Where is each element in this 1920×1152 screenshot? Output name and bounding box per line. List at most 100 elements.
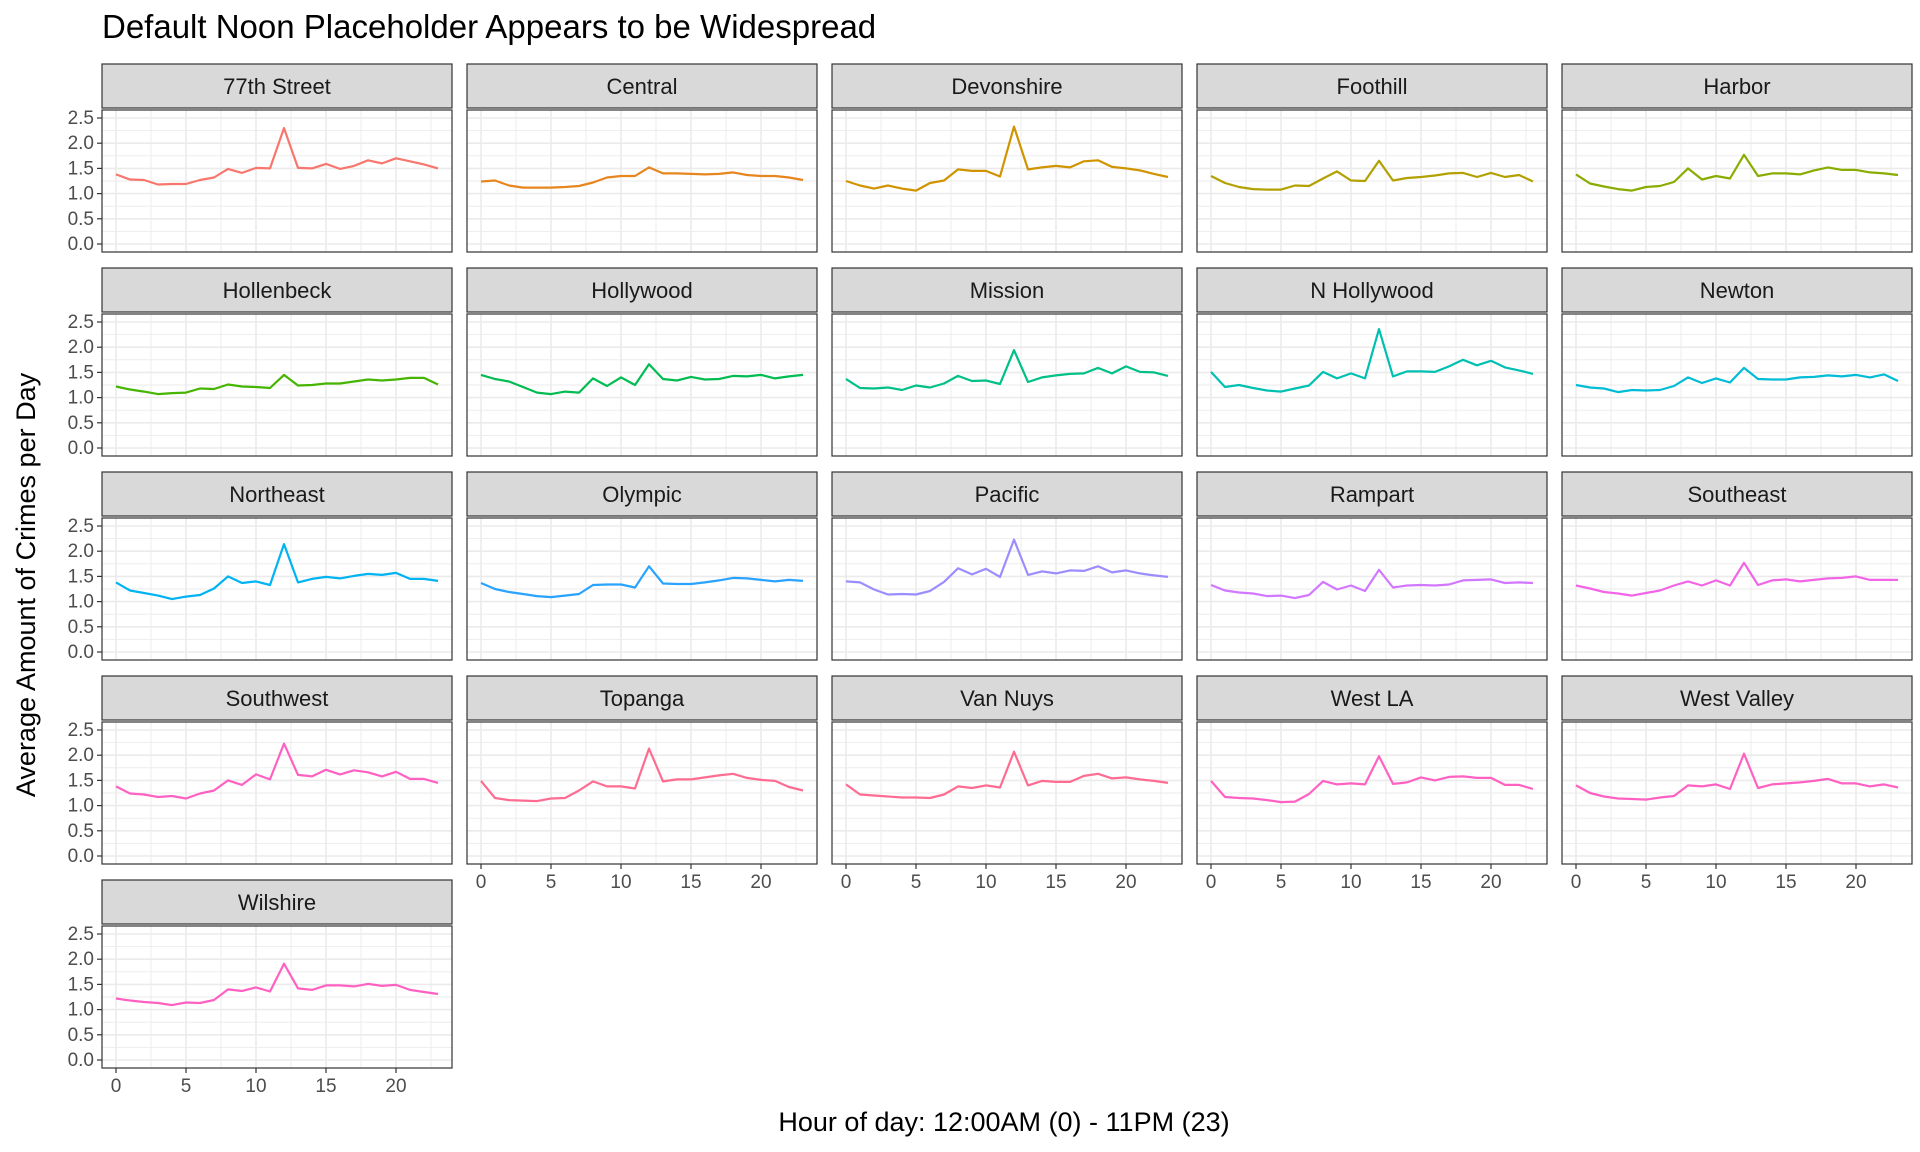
facet-strip <box>101 267 453 313</box>
series-line <box>115 373 439 396</box>
series-line <box>1210 568 1534 600</box>
x-tick-label: 20 <box>385 1076 406 1097</box>
facet-strip-label: Devonshire <box>951 74 1062 99</box>
x-tick-label: 10 <box>975 872 996 893</box>
facet-plot-border <box>1561 313 1913 457</box>
facet-plot-border <box>1196 517 1548 661</box>
facet-panels: 77th Street 0.0 0.5 1.0 1.5 2.0 2.5 Central Devo… <box>68 63 1913 1097</box>
series-line <box>115 127 439 186</box>
facet-strip <box>1561 675 1913 721</box>
facet-strip <box>101 63 453 109</box>
series-line <box>845 349 1169 392</box>
facet-strip <box>831 63 1183 109</box>
facet-panel: Harbor <box>1561 63 1913 253</box>
x-tick-label: 20 <box>750 872 771 893</box>
series-line <box>1210 159 1534 191</box>
facet-panel: Rampart <box>1196 471 1548 661</box>
y-tick-label: 2.0 <box>68 337 94 358</box>
facet-strip <box>101 675 453 721</box>
facet-panel: Northeast 0.0 0.5 1.0 1.5 2.0 2.5 <box>68 471 453 663</box>
y-tick-label: 2.0 <box>68 133 94 154</box>
y-tick-label: 0.5 <box>68 209 94 230</box>
series-line <box>845 125 1169 192</box>
y-tick-label: 2.5 <box>68 720 94 741</box>
x-tick-label: 0 <box>841 872 852 893</box>
x-tick-label: 0 <box>111 1076 122 1097</box>
facet-strip <box>1561 471 1913 517</box>
facet-strip <box>1561 267 1913 313</box>
facet-strip <box>101 471 453 517</box>
facet-strip <box>101 879 453 925</box>
facet-plot-border <box>466 313 818 457</box>
y-axis-label: Average Amount of Crimes per Day <box>11 372 41 797</box>
y-tick-label: 2.0 <box>68 745 94 766</box>
facet-strip-label: Hollywood <box>591 278 693 303</box>
facet-plot-border <box>101 313 453 457</box>
series-line <box>1575 561 1898 597</box>
facet-panel: Southeast <box>1561 471 1913 661</box>
series-line <box>115 962 439 1007</box>
x-tick-label: 15 <box>315 1076 336 1097</box>
y-tick-label: 0.0 <box>68 1050 94 1071</box>
facet-panel: West LA 0 5 10 15 20 <box>1196 675 1548 893</box>
y-tick-label: 2.5 <box>68 108 94 129</box>
facet-strip-label: Northeast <box>229 482 324 507</box>
facet-strip-label: Central <box>607 74 678 99</box>
facet-strip-label: Southeast <box>1687 482 1786 507</box>
facet-strip <box>1196 675 1548 721</box>
series-line <box>1575 752 1899 801</box>
y-tick-label: 2.5 <box>68 516 94 537</box>
facet-panel: Olympic <box>466 471 818 661</box>
facet-plot-border <box>1561 517 1913 661</box>
x-tick-label: 0 <box>1206 872 1217 893</box>
facet-plot-border <box>831 517 1183 661</box>
series-line <box>480 565 804 599</box>
y-tick-label: 1.5 <box>68 158 94 179</box>
facet-strip-label: Harbor <box>1703 74 1770 99</box>
facet-strip <box>1196 267 1548 313</box>
facet-plot-border <box>101 109 453 253</box>
y-tick-label: 2.5 <box>68 924 94 945</box>
x-tick-label: 20 <box>1115 872 1136 893</box>
x-tick-label: 15 <box>1775 872 1796 893</box>
series-line <box>1575 153 1899 192</box>
facet-plot-border <box>1196 313 1548 457</box>
facet-strip-label: Hollenbeck <box>223 278 333 303</box>
facet-plot-border <box>831 109 1183 253</box>
facet-panel: Devonshire <box>831 63 1183 253</box>
y-tick-label: 1.0 <box>68 796 94 817</box>
chart-title: Default Noon Placeholder Appears to be W… <box>102 8 876 45</box>
facet-strip-label: Newton <box>1700 278 1775 303</box>
facet-plot-border <box>1561 721 1913 865</box>
x-tick-label: 20 <box>1480 872 1501 893</box>
y-tick-label: 1.5 <box>68 362 94 383</box>
facet-strip <box>466 675 818 721</box>
facet-panel: West Valley 0 5 10 15 20 <box>1561 675 1913 893</box>
facet-panel: Central <box>466 63 818 253</box>
x-tick-label: 10 <box>1705 872 1726 893</box>
facet-strip <box>466 267 818 313</box>
y-tick-label: 1.0 <box>68 388 94 409</box>
facet-panel: Hollenbeck 0.0 0.5 1.0 1.5 2.0 2.5 <box>68 267 453 459</box>
y-tick-label: 0.0 <box>68 846 94 867</box>
x-tick-label: 0 <box>1571 872 1582 893</box>
facet-strip <box>1196 63 1548 109</box>
facet-strip-label: Mission <box>970 278 1045 303</box>
facet-strip-label: West LA <box>1331 686 1414 711</box>
facet-plot-border <box>831 721 1183 865</box>
y-tick-label: 1.0 <box>68 1000 94 1021</box>
y-tick-label: 1.5 <box>68 770 94 791</box>
facet-panel: Southwest 0.0 0.5 1.0 1.5 2.0 2.5 <box>68 675 453 867</box>
series-line <box>1575 366 1899 394</box>
facet-strip-label: Foothill <box>1337 74 1408 99</box>
y-tick-label: 2.5 <box>68 312 94 333</box>
facet-panel: N Hollywood <box>1196 267 1548 457</box>
y-tick-label: 1.5 <box>68 974 94 995</box>
facet-strip <box>466 471 818 517</box>
facet-strip-label: Van Nuys <box>960 686 1054 711</box>
facet-panel: Topanga 0 5 10 15 20 <box>466 675 818 893</box>
series-line <box>480 747 804 803</box>
y-tick-label: 0.0 <box>68 642 94 663</box>
y-tick-label: 0.0 <box>68 234 94 255</box>
